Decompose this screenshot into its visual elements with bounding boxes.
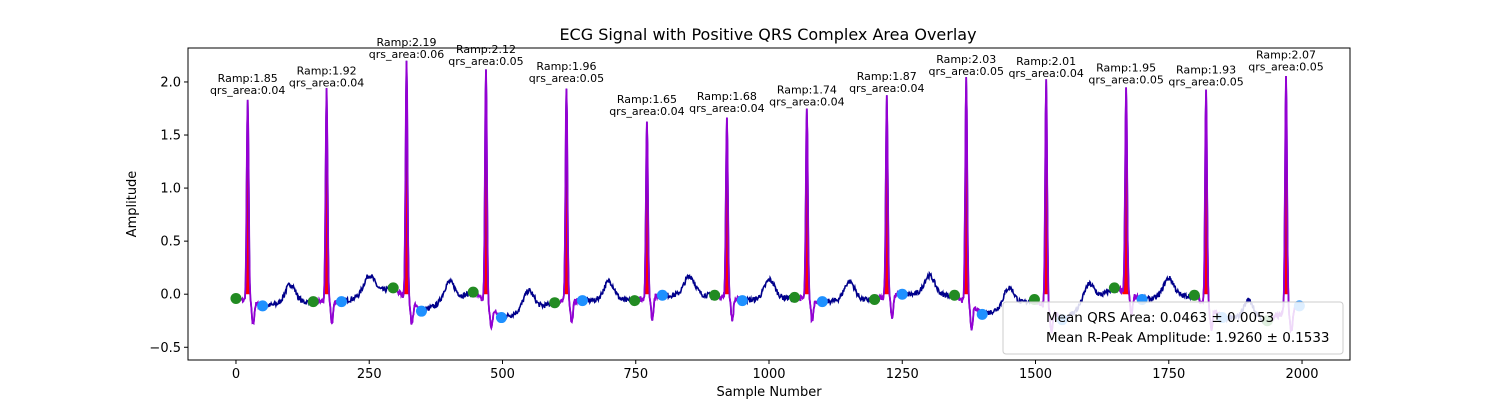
x-tick-label: 1500 xyxy=(1019,367,1052,382)
y-tick-label: 1.5 xyxy=(160,129,181,144)
qrs-offset-marker-3 xyxy=(415,305,427,317)
qrs-offset-marker-10 xyxy=(976,308,988,320)
qrs-area-fill-3 xyxy=(402,60,411,295)
qrs-onset-marker-3 xyxy=(387,282,399,294)
qrs-area-fill-14 xyxy=(1282,76,1290,295)
y-tick-label: 2.0 xyxy=(160,75,181,90)
qrs-onset-marker-9 xyxy=(869,294,881,306)
y-axis-ticks: −0.5 0.0 0.5 1.0 1.5 2.0 xyxy=(149,75,188,356)
x-tick-label: 1000 xyxy=(752,367,785,382)
qrs-area-fill-12 xyxy=(1122,87,1130,295)
qrs-area-fill-13 xyxy=(1202,89,1210,295)
x-tick-label: 1750 xyxy=(1152,367,1185,382)
peak-annotation-ramp-12: Ramp:1.95 xyxy=(1096,61,1156,74)
x-tick-label: 500 xyxy=(490,367,515,382)
qrs-area-fills xyxy=(244,60,1290,295)
peak-annotation-ramp-4: Ramp:2.12 xyxy=(456,43,516,56)
peak-annotation-ramp-2: Ramp:1.92 xyxy=(297,64,357,77)
qrs-onset-marker-6 xyxy=(629,295,641,307)
qrs-offset-marker-2 xyxy=(336,296,348,308)
qrs-offset-marker-7 xyxy=(736,295,748,307)
qrs-offset-marker-6 xyxy=(656,289,668,301)
legend-entry-qrs-area: Mean QRS Area: 0.0463 ± 0.0053 xyxy=(1046,310,1274,326)
y-tick-label: 1.0 xyxy=(160,182,181,197)
qrs-segment-3 xyxy=(392,60,423,325)
qrs-offset-marker-1 xyxy=(257,300,269,312)
qrs-offset-marker-5 xyxy=(576,295,588,307)
qrs-onset-marker-8 xyxy=(789,291,801,303)
peak-annotation-qrs-4: qrs_area:0.05 xyxy=(448,55,523,68)
peak-annotation-ramp-8: Ramp:1.74 xyxy=(777,84,837,97)
peak-annotation-qrs-14: qrs_area:0.05 xyxy=(1248,61,1323,74)
peak-annotation-ramp-13: Ramp:1.93 xyxy=(1176,63,1236,76)
peak-annotation-ramp-3: Ramp:2.19 xyxy=(377,36,437,49)
qrs-onset-marker-5 xyxy=(549,297,561,309)
qrs-onset-marker-12 xyxy=(1108,282,1120,294)
qrs-offset-marker-8 xyxy=(816,296,828,308)
x-tick-label: 750 xyxy=(623,367,648,382)
peak-annotation-ramp-10: Ramp:2.03 xyxy=(936,53,996,66)
peak-annotation-qrs-9: qrs_area:0.04 xyxy=(849,82,924,95)
y-axis-label: Amplitude xyxy=(125,171,140,238)
qrs-onset-marker-4 xyxy=(467,286,479,298)
peak-annotation-qrs-1: qrs_area:0.04 xyxy=(210,84,285,97)
peak-annotation-qrs-5: qrs_area:0.05 xyxy=(529,72,604,85)
qrs-area-fill-1 xyxy=(244,99,252,295)
qrs-area-fill-10 xyxy=(962,77,970,295)
peak-annotation-qrs-12: qrs_area:0.05 xyxy=(1088,73,1163,86)
chart-title: ECG Signal with Positive QRS Complex Are… xyxy=(559,25,976,44)
qrs-area-fill-6 xyxy=(643,121,651,295)
x-axis-ticks: 0 250 500 750 1000 1250 1500 1750 2000 xyxy=(232,360,1319,382)
qrs-area-fill-9 xyxy=(883,95,891,295)
x-tick-label: 0 xyxy=(232,367,240,382)
peak-annotation-qrs-6: qrs_area:0.04 xyxy=(609,105,684,118)
y-tick-label: 0.0 xyxy=(160,288,181,303)
qrs-area-fill-7 xyxy=(723,117,731,295)
y-tick-label: −0.5 xyxy=(149,341,181,356)
peak-annotation-ramp-6: Ramp:1.65 xyxy=(617,93,677,106)
legend-box xyxy=(1002,301,1344,355)
qrs-onset-marker-13 xyxy=(1188,289,1200,301)
peak-annotation-qrs-13: qrs_area:0.05 xyxy=(1168,75,1243,88)
peak-annotation-ramp-7: Ramp:1.68 xyxy=(697,90,757,103)
y-tick-label: 0.5 xyxy=(160,235,181,250)
legend: Mean QRS Area: 0.0463 ± 0.0053 Mean R-Pe… xyxy=(1002,301,1344,355)
x-axis-label: Sample Number xyxy=(716,385,822,400)
qrs-onset-marker-2 xyxy=(307,296,319,308)
qrs-onset-marker-10 xyxy=(948,289,960,301)
qrs-area-fill-4 xyxy=(482,69,490,295)
qrs-area-fill-8 xyxy=(803,108,811,295)
peak-annotation-ramp-1: Ramp:1.85 xyxy=(218,72,278,85)
x-tick-label: 1250 xyxy=(886,367,919,382)
qrs-offset-marker-4 xyxy=(495,312,507,324)
peak-annotation-ramp-11: Ramp:2.01 xyxy=(1016,55,1076,68)
qrs-segment-10 xyxy=(953,77,983,331)
peak-annotation-qrs-2: qrs_area:0.04 xyxy=(289,76,364,89)
x-tick-label: 250 xyxy=(357,367,382,382)
qrs-area-fill-2 xyxy=(322,88,331,295)
qrs-area-fill-5 xyxy=(562,88,571,295)
qrs-onset-marker-7 xyxy=(709,289,721,301)
peak-annotation-qrs-10: qrs_area:0.05 xyxy=(928,65,1003,78)
peak-annotation-qrs-8: qrs_area:0.04 xyxy=(769,96,844,109)
legend-entry-r-peak: Mean R-Peak Amplitude: 1.9260 ± 0.1533 xyxy=(1046,330,1330,346)
x-tick-label: 2000 xyxy=(1285,367,1318,382)
qrs-area-fill-11 xyxy=(1042,79,1050,295)
peak-annotation-qrs-3: qrs_area:0.06 xyxy=(369,48,444,61)
peak-annotation-ramp-9: Ramp:1.87 xyxy=(857,70,917,83)
qrs-segment-4 xyxy=(472,69,503,331)
peak-annotations: Ramp:1.85qrs_area:0.04Ramp:1.92qrs_area:… xyxy=(210,36,1324,118)
peak-annotation-ramp-14: Ramp:2.07 xyxy=(1256,49,1316,62)
qrs-onset-marker-1 xyxy=(230,292,242,304)
peak-annotation-ramp-5: Ramp:1.96 xyxy=(536,60,596,73)
peak-annotation-qrs-11: qrs_area:0.04 xyxy=(1008,67,1083,80)
qrs-offset-marker-9 xyxy=(896,288,908,300)
peak-annotation-qrs-7: qrs_area:0.04 xyxy=(689,102,764,115)
